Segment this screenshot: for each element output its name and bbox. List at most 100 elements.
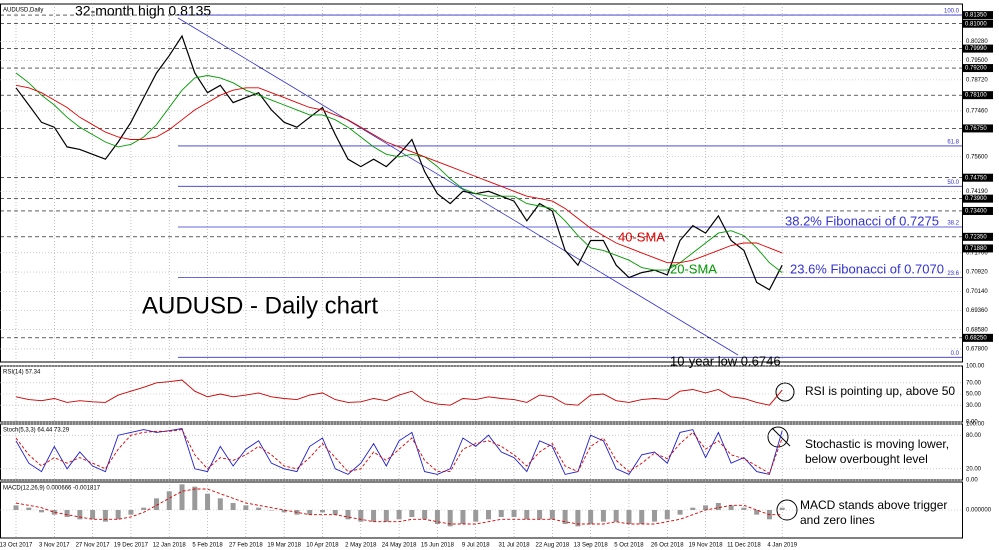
histogram-bar: [511, 510, 517, 517]
annotation: below overbought level: [805, 452, 928, 466]
series-line: [15, 72, 783, 273]
histogram-bar: [332, 510, 338, 515]
histogram-bar: [268, 510, 274, 511]
stoch-arrow: [771, 427, 791, 447]
x-tick-label: 24 May 2018: [382, 543, 417, 549]
x-tick-label: 5 Feb 2018: [192, 543, 223, 549]
y-tick-label: 0.000000: [966, 508, 992, 514]
x-tick-label: 19 Mar 2018: [267, 543, 301, 549]
histogram-bar: [473, 510, 479, 522]
x-tick-label: 27 Feb 2018: [229, 543, 263, 549]
y-tick-label: 0.77460: [966, 109, 988, 115]
series-line: [15, 427, 783, 475]
histogram-bar: [217, 498, 223, 510]
x-tick-label: 11 Dec 2018: [727, 543, 761, 549]
x-tick-label: 19 Dec 2017: [114, 543, 149, 549]
histogram-bar: [600, 510, 606, 522]
histogram-bar: [230, 503, 236, 510]
level-box: [963, 206, 993, 215]
x-tick-label: 9 Jul 2018: [462, 543, 490, 549]
y-tick-label: 0.80280: [966, 39, 988, 45]
histogram-bar: [498, 510, 504, 517]
histogram-bar: [703, 505, 709, 510]
level-label: 0.68250: [965, 335, 987, 341]
level-box: [963, 91, 993, 100]
y-tick-label: 0.00: [966, 420, 978, 426]
level-box: [963, 19, 993, 28]
histogram-bar: [192, 486, 198, 510]
series-line: [15, 379, 783, 406]
histogram-bar: [549, 510, 555, 520]
histogram-bar: [179, 484, 185, 510]
histogram-bar: [485, 510, 491, 520]
level-label: 0.79990: [965, 46, 987, 52]
histogram-bar: [358, 510, 364, 522]
histogram-bar: [690, 507, 696, 510]
x-tick-label: 19 Nov 2018: [689, 543, 724, 549]
histogram-bar: [396, 510, 402, 520]
fib-label: 23.6: [947, 271, 959, 277]
histogram-bar: [153, 498, 159, 510]
x-tick-label: 22 Aug 2018: [535, 543, 569, 549]
histogram-bar: [434, 510, 440, 524]
histogram-bar: [460, 510, 466, 524]
heading: AUDUSD - Daily chart: [142, 292, 378, 319]
histogram-bar: [537, 510, 543, 520]
level-label: 0.72350: [965, 234, 987, 240]
x-tick-label: 13 Oct 2017: [0, 543, 33, 549]
level-box: [963, 173, 993, 182]
histogram-bar: [26, 507, 32, 510]
annotation: and zero lines: [800, 513, 875, 527]
fib-label: 50.0: [947, 180, 959, 186]
x-tick-label: 15 Jun 2018: [421, 543, 455, 549]
level-box: [963, 194, 993, 203]
histogram-bar: [128, 510, 134, 515]
histogram-bar: [754, 510, 760, 515]
histogram-bar: [664, 510, 670, 520]
level-label: 0.81000: [965, 21, 987, 27]
histogram-bar: [677, 510, 683, 515]
level-label: 0.76750: [965, 126, 987, 132]
level-box: [963, 232, 993, 241]
y-tick-label: 100.00: [966, 422, 985, 428]
histogram-bar: [728, 505, 734, 510]
level-label: 0.79200: [965, 66, 987, 72]
pane-label: RSI(14) 57.34: [3, 370, 41, 376]
fib-label: 100.0: [944, 9, 960, 15]
annotation: RSI is pointing up, above 50: [805, 384, 955, 398]
y-tick-label: 0.67800: [966, 347, 988, 353]
y-tick-label: 0.00: [966, 478, 978, 484]
pane-label: Stoch(5,3,3) 64.44 73.29: [3, 428, 70, 434]
pane-label: MACD(12,26,9) 0.000666 -0.001817: [3, 486, 101, 492]
histogram-bar: [409, 510, 415, 517]
histogram-bar: [652, 510, 657, 522]
y-tick-label: 0.71700: [966, 250, 988, 256]
histogram-bar: [39, 510, 45, 513]
pane-frame: [0, 423, 963, 481]
histogram-bar: [588, 510, 594, 524]
histogram-bar: [524, 510, 530, 520]
histogram-bar: [115, 510, 121, 520]
histogram-bar: [447, 510, 453, 527]
histogram-bar: [562, 510, 568, 524]
annotation: 23.6% Fibonacci of 0.7070: [790, 261, 944, 276]
y-tick-label: 50.00: [966, 392, 982, 398]
histogram-bar: [371, 510, 377, 522]
x-tick-label: 3 Nov 2017: [39, 543, 70, 549]
y-tick-label: 0.75600: [966, 154, 988, 160]
annotation: Stochastic is moving lower,: [805, 437, 949, 451]
x-tick-label: 26 Oct 2018: [651, 543, 684, 549]
histogram-bar: [281, 510, 287, 513]
level-box: [963, 44, 993, 53]
y-tick-label: 0.74190: [966, 189, 988, 195]
level-box: [963, 11, 993, 20]
x-tick-label: 2 May 2018: [345, 543, 377, 549]
histogram-bar: [64, 510, 70, 517]
y-tick-label: 0.70140: [966, 289, 988, 295]
x-tick-label: 12 Jan 2018: [153, 543, 187, 549]
annotation: 38.2% Fibonacci of 0.7275: [785, 213, 939, 228]
x-tick-label: 10 Apr 2018: [306, 543, 339, 549]
histogram-bar: [51, 510, 57, 515]
last-price-box: [963, 244, 993, 253]
level-box: [963, 64, 993, 73]
